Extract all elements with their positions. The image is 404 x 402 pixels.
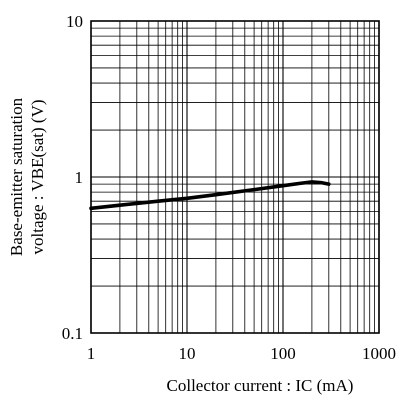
y-axis-label-line1: Base-emitter saturation — [7, 97, 26, 256]
x-tick-label: 1 — [87, 344, 96, 363]
x-tick-label: 1000 — [362, 344, 396, 363]
grid-layer — [90, 20, 380, 334]
y-axis-label-line2: voltage : VBE(sat) (V) — [28, 99, 47, 254]
y-tick-label: 0.1 — [62, 324, 83, 343]
y-tick-label: 1 — [75, 168, 84, 187]
x-axis-label: Collector current : IC (mA) — [167, 376, 354, 395]
x-tick-label: 10 — [179, 344, 196, 363]
y-tick-label: 10 — [66, 12, 83, 31]
vbe-sat-curve — [89, 180, 331, 211]
curve-layer — [89, 180, 331, 211]
x-tick-label: 100 — [270, 344, 296, 363]
plot-frame — [90, 20, 380, 334]
y-axis-label: Base-emitter saturation voltage : VBE(sa… — [7, 97, 47, 256]
